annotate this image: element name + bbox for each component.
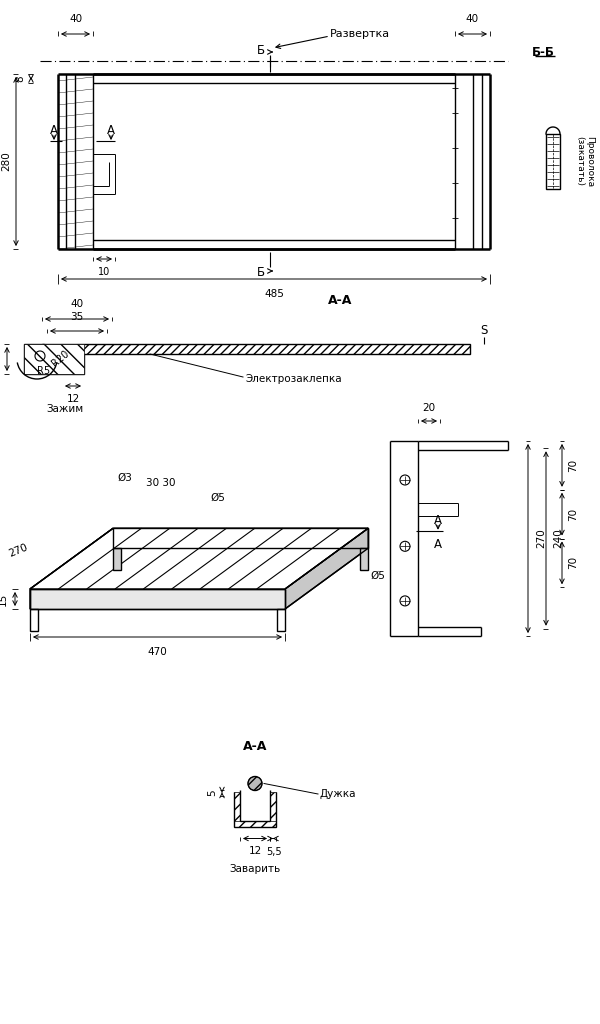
Bar xyxy=(234,792,240,826)
Bar xyxy=(24,344,84,374)
Text: 270: 270 xyxy=(536,528,546,549)
Text: Дужка: Дужка xyxy=(320,788,356,799)
Text: 280: 280 xyxy=(1,152,11,171)
Text: A: A xyxy=(50,125,58,137)
Circle shape xyxy=(248,776,262,791)
Polygon shape xyxy=(113,548,121,570)
Polygon shape xyxy=(30,528,113,609)
Text: Б: Б xyxy=(257,43,265,56)
Text: Зажим: Зажим xyxy=(46,404,83,414)
Text: Ø3: Ø3 xyxy=(118,473,133,483)
Text: 40: 40 xyxy=(466,14,479,24)
Text: 270: 270 xyxy=(7,543,29,559)
Text: Развертка: Развертка xyxy=(330,29,390,39)
Text: 470: 470 xyxy=(148,647,167,657)
Bar xyxy=(270,792,276,826)
Text: А-А: А-А xyxy=(243,740,267,754)
Text: Электрозаклепка: Электрозаклепка xyxy=(245,374,341,384)
Polygon shape xyxy=(30,528,368,589)
Text: 35: 35 xyxy=(70,312,83,322)
Text: 485: 485 xyxy=(264,289,284,299)
Text: 12: 12 xyxy=(67,394,80,404)
Text: A: A xyxy=(434,514,442,527)
Text: 12: 12 xyxy=(248,847,262,856)
Text: 10: 10 xyxy=(98,267,110,278)
Polygon shape xyxy=(360,548,368,570)
Polygon shape xyxy=(30,609,38,631)
Bar xyxy=(234,820,276,826)
Text: 5: 5 xyxy=(207,790,217,796)
Text: 240: 240 xyxy=(553,528,563,549)
Text: 20: 20 xyxy=(422,403,436,413)
Text: Ø5: Ø5 xyxy=(371,571,385,581)
Text: Ø5: Ø5 xyxy=(211,494,226,503)
Text: 8: 8 xyxy=(15,75,25,82)
Polygon shape xyxy=(285,528,368,609)
Text: Проволока
(закатать): Проволока (закатать) xyxy=(575,136,595,187)
Polygon shape xyxy=(277,609,285,631)
Bar xyxy=(546,134,560,189)
Text: R5: R5 xyxy=(37,366,50,376)
Text: S: S xyxy=(481,325,488,338)
Text: 70: 70 xyxy=(568,556,578,569)
Text: Б: Б xyxy=(257,266,265,280)
Polygon shape xyxy=(30,589,285,609)
Polygon shape xyxy=(113,528,368,548)
Text: 70: 70 xyxy=(568,508,578,520)
Text: A: A xyxy=(107,125,115,137)
Text: 40: 40 xyxy=(70,299,83,309)
Text: А-А: А-А xyxy=(328,295,352,307)
Text: 15: 15 xyxy=(0,592,8,605)
Text: 5,5: 5,5 xyxy=(266,847,282,856)
Polygon shape xyxy=(24,344,84,374)
Text: 40: 40 xyxy=(69,14,82,24)
Text: A: A xyxy=(434,539,442,551)
Text: Заварить: Заварить xyxy=(229,863,281,873)
Text: Б-Б: Б-Б xyxy=(532,45,554,58)
Text: R20: R20 xyxy=(49,349,71,369)
Text: 70: 70 xyxy=(568,459,578,472)
Text: 30 30: 30 30 xyxy=(146,478,176,488)
Bar xyxy=(42,344,470,354)
